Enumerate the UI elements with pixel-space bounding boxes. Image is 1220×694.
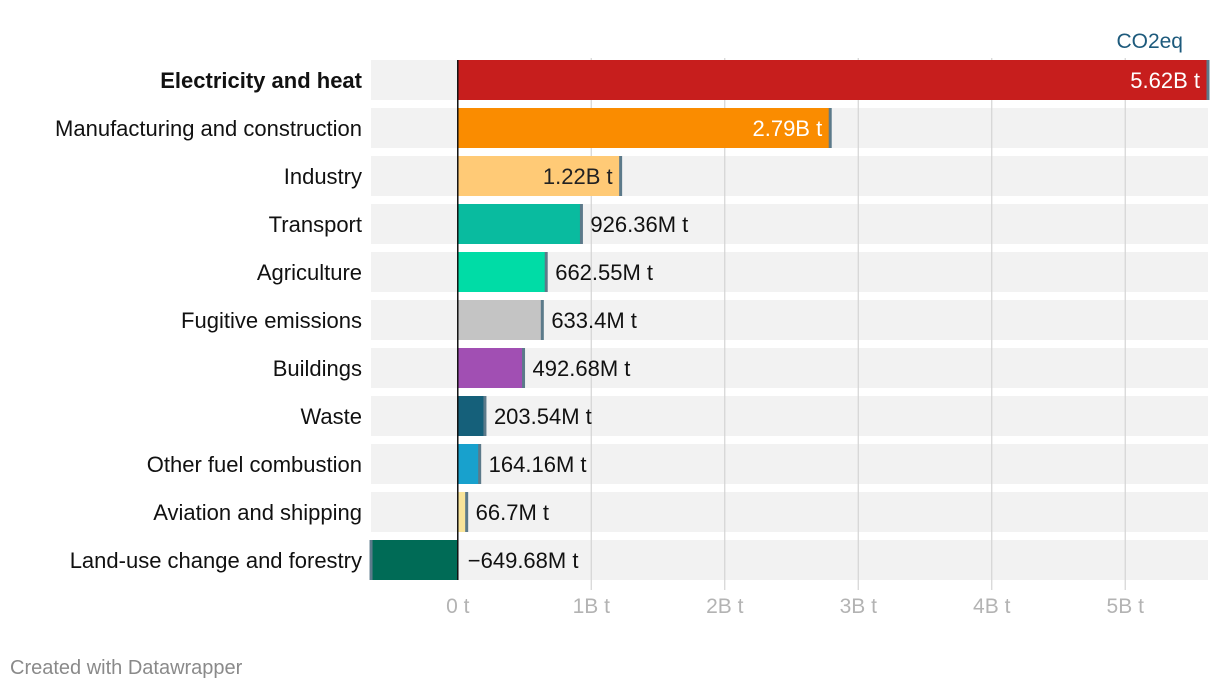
x-tick-label: 1B t [573,595,611,618]
bar [371,540,458,580]
category-label: Manufacturing and construction [55,116,362,141]
row-background [371,492,1208,532]
row-background [371,444,1208,484]
category-label: Electricity and heat [160,68,362,93]
bar [457,300,543,340]
bar [457,444,480,484]
value-label: 492.68M t [533,356,631,381]
credit-text: Created with Datawrapper [10,657,243,679]
value-label: 1.22B t [543,164,613,189]
category-label: Aviation and shipping [153,500,362,525]
bar [457,396,485,436]
category-label: Agriculture [257,260,362,285]
category-label: Transport [269,212,362,237]
value-label: 5.62B t [1130,68,1200,93]
value-label: 66.7M t [476,500,549,525]
bar [457,252,547,292]
value-label: 926.36M t [590,212,688,237]
x-tick-label: 0 t [446,595,470,618]
category-label: Buildings [273,356,362,381]
category-label: Other fuel combustion [147,452,362,477]
value-label: 633.4M t [551,308,637,333]
x-tick-label: 4B t [973,595,1011,618]
bar [457,156,621,196]
row-background [371,396,1208,436]
x-tick-label: 2B t [706,595,744,618]
category-label: Land-use change and forestry [70,548,362,573]
value-label: 662.55M t [555,260,653,285]
bar [457,204,582,244]
value-label: 2.79B t [752,116,822,141]
bar [457,108,831,148]
category-label: Waste [300,404,362,429]
value-label: 164.16M t [489,452,587,477]
bar [457,60,1208,100]
value-label: −649.68M t [468,548,579,573]
category-label: Industry [284,164,362,189]
bar [457,348,524,388]
x-tick-label: 5B t [1107,595,1145,618]
category-label: Fugitive emissions [181,308,362,333]
value-label: 203.54M t [494,404,592,429]
row-background [371,540,1208,580]
x-tick-label: 3B t [840,595,878,618]
bar-chart: CO2eq Electricity and heat 5.62B t Manufact… [55,30,1210,618]
unit-label: CO2eq [1116,30,1183,53]
bar [457,492,467,532]
